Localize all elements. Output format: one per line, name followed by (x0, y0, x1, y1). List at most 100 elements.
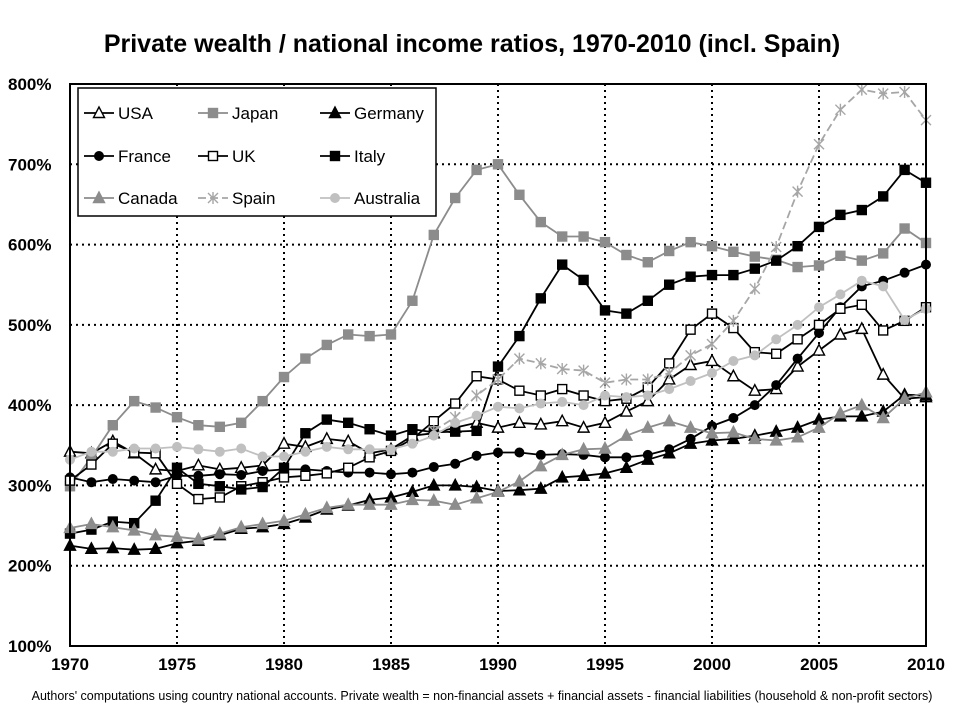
data-point-italy (878, 191, 889, 202)
data-point-japan (685, 236, 696, 248)
legend-item-spain: Spain (198, 189, 275, 208)
legend-label-france: France (118, 147, 171, 166)
data-point-australia (835, 289, 846, 300)
legend-item-uk: UK (198, 147, 256, 166)
data-point-italy (578, 274, 589, 286)
series-canada (63, 384, 933, 545)
data-point-spain (620, 373, 632, 386)
data-point-usa (705, 353, 719, 367)
data-point-italy (385, 430, 397, 441)
data-point-uk (792, 334, 803, 345)
data-point-usa (491, 420, 505, 433)
data-point-uk (428, 416, 439, 427)
data-point-italy (257, 481, 268, 493)
legend-swatch-marker (207, 107, 219, 119)
data-point-australia (236, 443, 247, 454)
data-point-japan (621, 249, 632, 261)
data-point-uk (706, 308, 718, 319)
x-tick-label: 1985 (372, 655, 410, 674)
data-point-germany (148, 541, 163, 555)
data-point-spain (749, 282, 761, 295)
data-point-france (792, 353, 803, 364)
data-point-germany (855, 408, 869, 422)
x-tick-label: 2010 (907, 655, 945, 674)
data-point-australia (792, 319, 803, 330)
data-point-canada (148, 527, 163, 541)
y-tick-label: 500% (8, 316, 51, 335)
x-tick-label: 2000 (693, 655, 731, 674)
series-spain (428, 83, 932, 437)
data-point-germany (170, 535, 184, 549)
legend-label-australia: Australia (354, 189, 421, 208)
axis-tick-labels: 100% 200% 300% 400% 500% 600% 700% 800% 1970 1975… (8, 75, 945, 674)
data-point-canada (555, 447, 569, 461)
footnote: Authors' computations using country nati… (32, 689, 933, 703)
data-point-japan (471, 164, 482, 176)
data-point-japan (193, 420, 204, 431)
y-tick-label: 700% (8, 155, 51, 174)
data-point-canada (769, 432, 783, 446)
data-point-uk (300, 470, 311, 481)
data-point-france (728, 412, 739, 423)
data-point-france (600, 452, 610, 463)
data-point-uk (878, 325, 889, 336)
data-point-canada (897, 391, 912, 404)
legend-label-spain: Spain (232, 189, 275, 208)
data-point-france (471, 450, 482, 461)
data-point-australia (685, 376, 696, 387)
data-point-italy (300, 428, 311, 439)
data-point-italy (514, 330, 525, 342)
data-point-canada (534, 458, 548, 472)
data-point-canada (106, 519, 120, 533)
data-point-spain (663, 367, 675, 380)
data-point-japan (364, 330, 375, 342)
data-point-uk (193, 493, 204, 505)
data-point-usa (576, 420, 591, 433)
data-point-japan (599, 236, 611, 248)
data-point-italy (728, 269, 739, 281)
data-point-japan (107, 420, 119, 431)
legend-item-france: France (84, 147, 171, 166)
data-point-italy (685, 271, 696, 282)
legend-swatch-marker (94, 151, 104, 161)
data-point-canada (876, 410, 890, 424)
data-point-usa (534, 416, 548, 430)
data-point-canada (726, 424, 741, 438)
data-point-usa (619, 404, 634, 417)
data-point-italy (557, 259, 568, 270)
series-italy (64, 164, 932, 539)
data-point-italy (278, 462, 290, 473)
data-point-spain (856, 83, 868, 96)
legend-label-canada: Canada (118, 189, 178, 208)
grid-lines (70, 84, 926, 646)
data-point-australia (214, 446, 225, 457)
data-point-uk (514, 385, 525, 396)
y-tick-label: 200% (8, 557, 51, 576)
data-point-canada (213, 526, 227, 539)
data-point-usa (148, 461, 163, 475)
data-point-japan (642, 257, 653, 268)
data-point-spain (834, 103, 846, 116)
chart-title: Private wealth / national income ratios,… (104, 30, 840, 58)
data-point-canada (576, 441, 591, 455)
data-point-japan (664, 245, 675, 257)
data-point-japan (278, 371, 290, 383)
data-point-uk (664, 358, 675, 369)
data-point-canada (427, 493, 441, 506)
data-point-france (621, 452, 632, 463)
data-point-japan (728, 246, 739, 257)
data-point-spain (706, 338, 718, 351)
data-point-uk (321, 468, 332, 479)
data-point-australia (642, 390, 653, 401)
data-point-australia (771, 334, 782, 345)
data-point-australia (150, 443, 161, 454)
data-point-usa (748, 383, 762, 396)
data-point-canada (384, 497, 398, 510)
x-tick-label: 1990 (479, 655, 517, 674)
data-point-australia (514, 403, 525, 414)
data-point-uk (771, 348, 782, 359)
data-point-japan (257, 395, 268, 407)
data-point-italy (856, 204, 867, 216)
data-point-spain (642, 373, 654, 386)
